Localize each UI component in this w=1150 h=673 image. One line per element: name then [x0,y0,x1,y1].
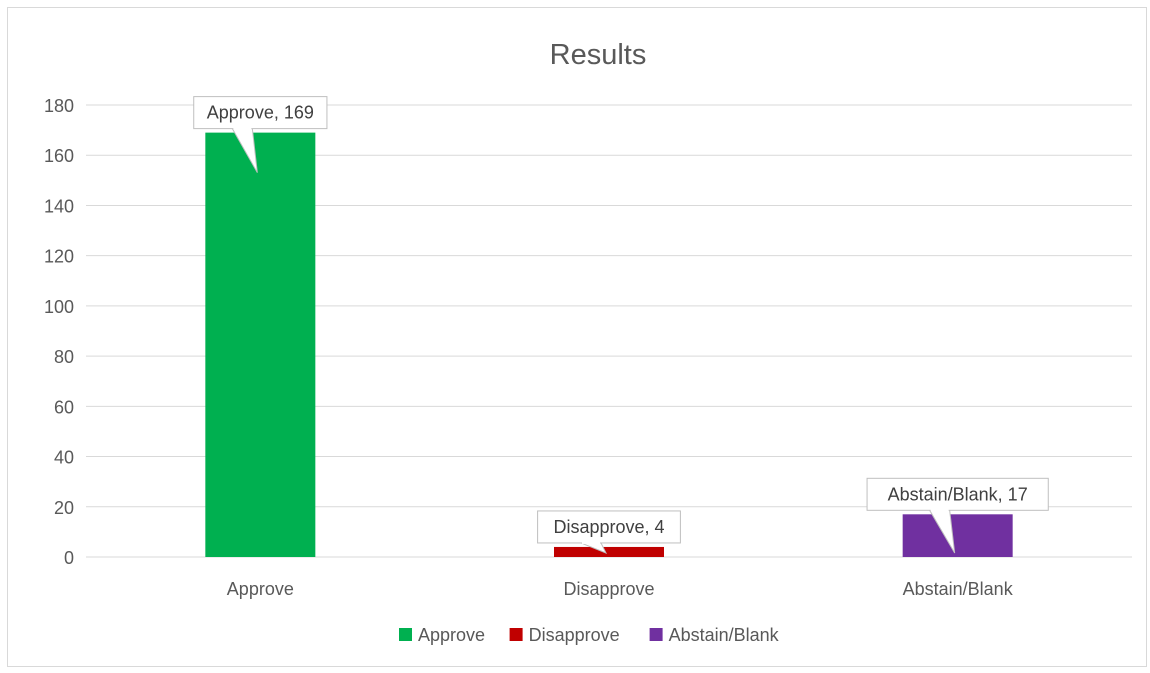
y-tick-label: 120 [44,247,74,267]
data-label: Disapprove, 4 [553,517,664,537]
callout-seam [582,541,600,544]
y-tick-label: 160 [44,146,74,166]
chart-frame: Results 0 20 40 60 80 100 120 140 160 180 Approve… [7,7,1147,667]
callout-box [537,510,681,544]
legend-label: Disapprove [529,625,620,645]
data-label-callout: Abstain/Blank, 17 [866,477,1049,554]
legend-item: Abstain/Blank [649,625,780,645]
bar-abstain-blank [902,514,1013,557]
callout-seam [233,127,252,130]
data-label-callout: Approve, 169 [193,96,328,173]
y-tick-label: 80 [54,347,74,367]
data-label-callout: Disapprove, 4 [537,510,681,554]
bar-chart: Results 0 20 40 60 80 100 120 140 160 180 Approve… [44,39,1132,645]
legend-label: Abstain/Blank [669,625,780,645]
y-tick-label: 140 [44,196,74,216]
legend-item: Approve [399,625,485,645]
chart-title: Results [550,39,647,71]
x-tick-label: Abstain/Blank [903,579,1014,599]
y-tick-label: 100 [44,297,74,317]
y-tick-label: 40 [54,448,74,468]
legend-swatch [509,628,523,641]
bar-approve [205,132,316,557]
y-tick-label: 0 [64,548,74,568]
callout-box [193,96,328,130]
data-label: Abstain/Blank, 17 [888,484,1028,504]
callout-box [866,477,1049,511]
x-tick-label: Disapprove [563,579,654,599]
legend-swatch [649,628,663,641]
y-tick-label: 20 [54,498,74,518]
callout-seam [930,509,949,512]
x-tick-label: Approve [227,579,294,599]
y-tick-label: 60 [54,397,74,417]
legend-swatch [399,628,412,641]
bar-disapprove [554,546,664,557]
data-label: Approve, 169 [207,103,314,123]
y-tick-label: 180 [44,96,74,116]
legend-label: Approve [418,625,485,645]
legend-item: Disapprove [509,625,620,645]
